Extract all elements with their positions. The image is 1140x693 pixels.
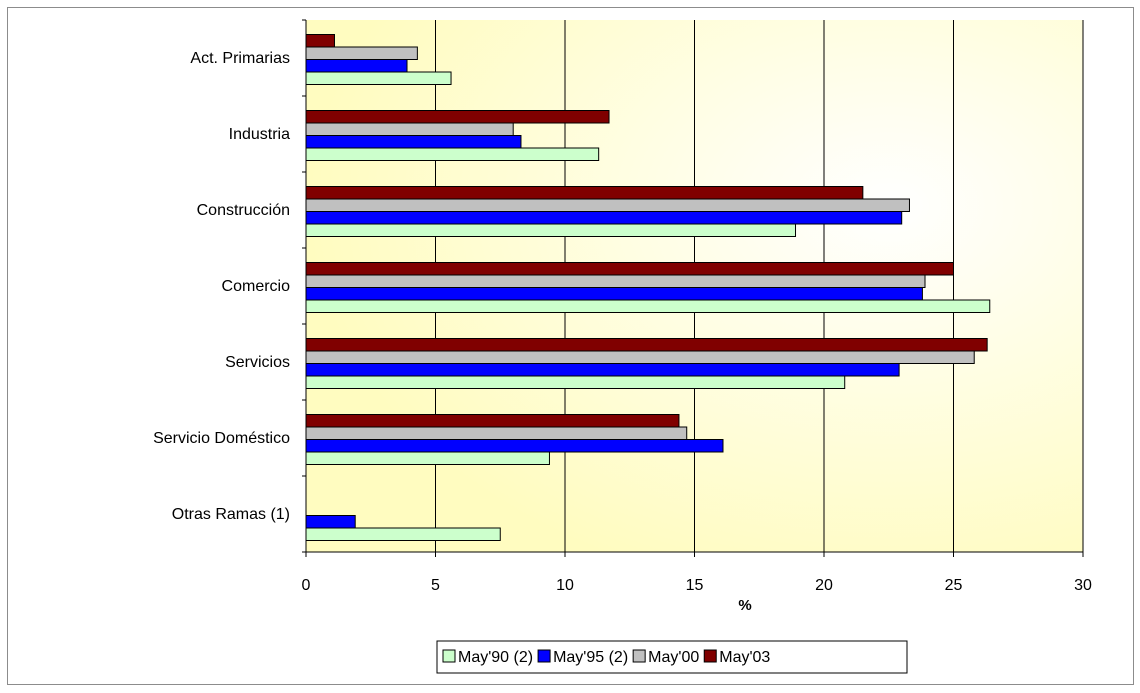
bar: [305, 198, 910, 212]
bar: [305, 59, 408, 73]
x-tick-label: 0: [302, 577, 311, 594]
category-label: Construcción: [197, 202, 290, 219]
bar: [305, 515, 356, 529]
legend-label: May'95 (2): [553, 649, 628, 666]
legend-label: May'03: [719, 649, 770, 666]
legend-label: May'90 (2): [458, 649, 533, 666]
category-label: Act. Primarias: [190, 50, 290, 67]
axes: [302, 19, 1084, 557]
bar: [305, 363, 900, 377]
legend-label: May'00: [648, 649, 699, 666]
category-label: Otras Ramas (1): [172, 506, 290, 523]
bar: [305, 262, 954, 276]
x-tick-label: 10: [556, 577, 574, 594]
bar: [305, 71, 452, 85]
bar: [305, 527, 501, 541]
bar: [305, 34, 335, 48]
bar: [305, 299, 991, 313]
bar: [305, 110, 610, 124]
legend-swatch: [632, 649, 646, 663]
category-label: Comercio: [222, 278, 291, 295]
legend-swatch: [703, 649, 717, 663]
bar: [305, 122, 514, 136]
bar: [305, 439, 724, 453]
bar: [305, 350, 975, 364]
legend-swatch: [537, 649, 551, 663]
bar: [305, 46, 418, 60]
legend-entries: May'90 (2) May'95 (2) May'00 May'03: [442, 649, 770, 666]
bars: [305, 34, 991, 541]
x-tick-label: 5: [431, 577, 440, 594]
bar: [305, 135, 522, 149]
bar: [305, 147, 600, 161]
legend: May'90 (2) May'95 (2) May'00 May'03: [436, 640, 908, 674]
x-tick-label: 25: [945, 577, 963, 594]
bar: [305, 375, 846, 389]
bar: [305, 451, 550, 465]
x-axis-title: %: [738, 597, 751, 614]
x-tick-label: 30: [1074, 577, 1092, 594]
bar: [305, 287, 923, 301]
bar: [305, 414, 680, 428]
bar: [305, 274, 926, 288]
bar: [305, 338, 988, 352]
bar: [305, 426, 688, 440]
category-label: Industria: [229, 126, 290, 143]
category-label: Servicios: [225, 354, 290, 371]
bar: [305, 223, 797, 237]
bar: [305, 186, 864, 200]
legend-swatch: [442, 649, 456, 663]
x-tick-label: 20: [815, 577, 833, 594]
legend-box: [436, 640, 908, 674]
category-labels: Act. Primarias Industria Construcción Comer…: [153, 50, 290, 523]
category-label: Servicio Doméstico: [153, 430, 290, 447]
x-tick-labels: 0 5 10 15 20 25 30: [302, 577, 1092, 594]
bar: [305, 211, 903, 225]
x-tick-label: 15: [686, 577, 704, 594]
